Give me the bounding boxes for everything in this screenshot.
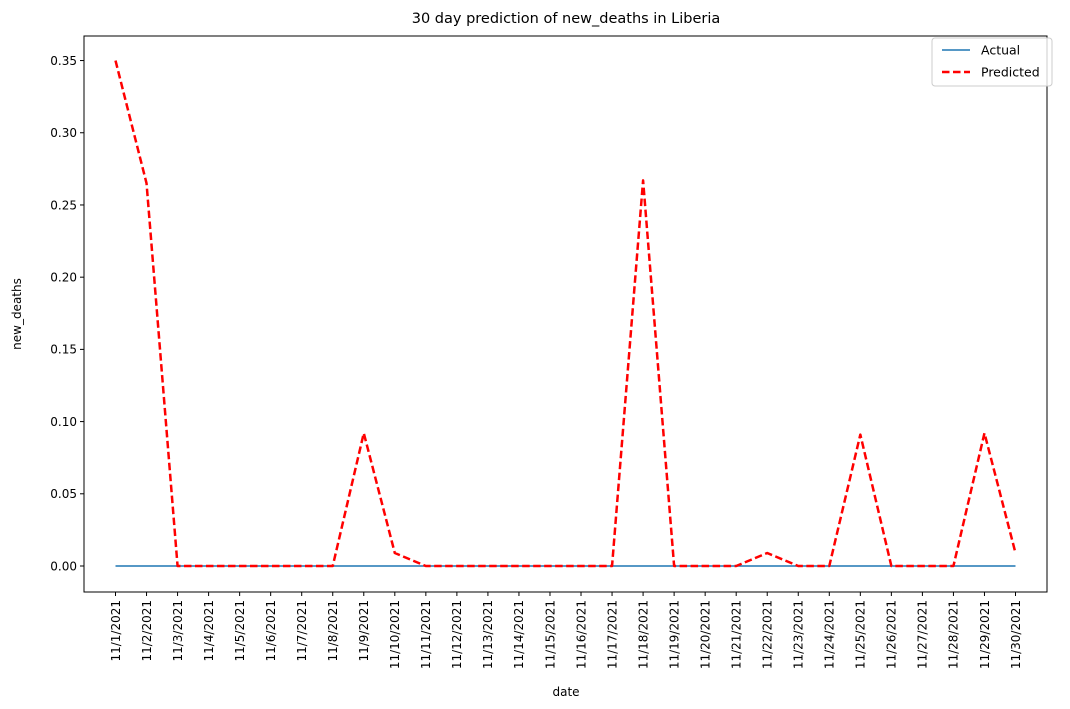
legend: Actual Predicted (931, 37, 1053, 87)
x-tick-label: 11/7/2021 (295, 600, 309, 662)
x-tick-label: 11/23/2021 (792, 600, 806, 669)
y-axis: 0.00 0.05 0.10 0.15 0.20 0.25 0.30 0.35 (50, 54, 84, 573)
x-tick-label: 11/14/2021 (512, 600, 526, 669)
y-tick-label: 0.15 (50, 343, 77, 357)
plot-frame (83, 35, 1048, 593)
x-tick-label: 11/11/2021 (419, 600, 433, 669)
x-tick-label: 11/20/2021 (698, 600, 712, 669)
x-tick-label: 11/26/2021 (885, 600, 899, 669)
y-tick-label: 0.00 (50, 559, 77, 573)
x-tick-label: 11/21/2021 (729, 600, 743, 669)
x-tick-label: 11/6/2021 (264, 600, 278, 662)
x-tick-label: 11/18/2021 (636, 600, 650, 669)
y-tick-label: 0.25 (50, 198, 77, 212)
x-tick-label: 11/16/2021 (574, 600, 588, 669)
x-tick-label: 11/12/2021 (450, 600, 464, 669)
x-tick-label: 11/9/2021 (357, 600, 371, 662)
x-tick-label: 11/17/2021 (605, 600, 619, 669)
x-tick-label: 11/19/2021 (667, 600, 681, 669)
x-tick-label: 11/1/2021 (109, 600, 123, 662)
x-tick-label: 11/30/2021 (1009, 600, 1023, 669)
x-tick-label: 11/28/2021 (947, 600, 961, 669)
x-axis: 11/1/2021 11/2/2021 11/3/2021 11/4/2021 11/5… (109, 592, 1023, 669)
series-line-predicted (114, 60, 1017, 568)
x-tick-label: 11/27/2021 (916, 600, 930, 669)
y-tick-label: 0.10 (50, 415, 77, 429)
y-tick-label: 0.35 (50, 54, 77, 68)
chart-title: 30 day prediction of new_deaths in Liber… (412, 11, 721, 27)
series-layer (114, 60, 1017, 568)
y-axis-title: new_deaths (10, 278, 24, 350)
x-tick-label: 11/4/2021 (202, 600, 216, 662)
legend-label-actual: Actual (981, 43, 1020, 58)
x-tick-label: 11/10/2021 (388, 600, 402, 669)
x-tick-label: 11/5/2021 (233, 600, 247, 662)
x-tick-label: 11/25/2021 (854, 600, 868, 669)
x-tick-label: 11/2/2021 (140, 600, 154, 662)
y-tick-label: 0.30 (50, 126, 77, 140)
x-tick-label: 11/24/2021 (823, 600, 837, 669)
x-tick-label: 11/15/2021 (543, 600, 557, 669)
x-tick-label: 11/13/2021 (481, 600, 495, 669)
legend-label-predicted: Predicted (981, 65, 1040, 80)
x-tick-label: 11/22/2021 (761, 600, 775, 669)
x-axis-title: date (552, 685, 579, 699)
x-tick-label: 11/29/2021 (978, 600, 992, 669)
x-tick-label: 11/8/2021 (326, 600, 340, 662)
y-tick-label: 0.05 (50, 487, 77, 501)
x-tick-label: 11/3/2021 (171, 600, 185, 662)
y-tick-label: 0.20 (50, 270, 77, 284)
